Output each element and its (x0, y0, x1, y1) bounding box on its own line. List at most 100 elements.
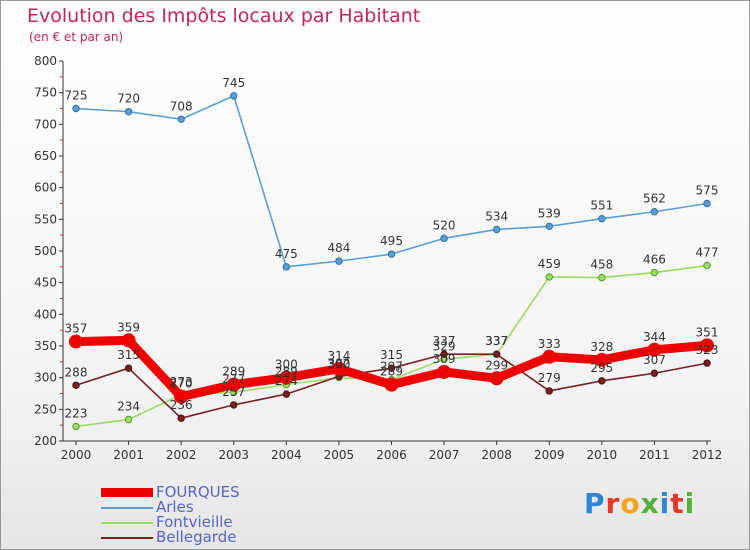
logo-letter: P (584, 487, 606, 520)
data-point-arles (177, 115, 185, 123)
data-label-arles: 745 (222, 76, 245, 90)
data-point-arles (282, 263, 291, 271)
data-label-arles: 551 (590, 199, 613, 213)
data-label-fontvieille: 329 (433, 339, 456, 353)
data-label-fourques: 359 (117, 320, 140, 334)
data-point-arles (545, 222, 553, 231)
proxiti-logo: Proxiti (584, 487, 695, 520)
data-label-arles: 725 (65, 89, 88, 103)
data-label-fontvieille: 289 (275, 365, 298, 379)
data-label-arles: 495 (380, 234, 403, 248)
data-label-bellegarde: 236 (170, 398, 193, 412)
data-point-bellegarde (650, 369, 659, 377)
data-point-arles (650, 208, 659, 216)
data-point-bellegarde (282, 390, 291, 398)
data-point-fourques (542, 349, 557, 364)
logo-letter: r (605, 487, 621, 520)
data-label-fontvieille: 477 (696, 246, 719, 260)
data-point-fourques (331, 361, 346, 376)
data-label-fourques: 299 (485, 358, 508, 372)
y-tick-label: 450 (34, 276, 57, 290)
data-point-bellegarde (72, 381, 80, 389)
x-tick-label: 2012 (692, 448, 723, 462)
data-point-fourques (174, 389, 189, 404)
legend-swatch (101, 488, 153, 497)
data-label-fourques: 344 (643, 330, 666, 344)
data-label-fontvieille: 466 (643, 253, 666, 267)
data-point-bellegarde (545, 387, 553, 395)
legend-swatch (101, 522, 153, 524)
data-label-fourques: 289 (380, 365, 403, 379)
data-point-bellegarde (440, 350, 448, 358)
data-point-bellegarde (124, 364, 133, 372)
y-tick-label: 750 (34, 86, 57, 100)
data-point-bellegarde (230, 401, 238, 409)
data-label-fourques: 357 (65, 322, 88, 336)
data-label-fourques: 333 (538, 337, 561, 351)
x-tick-label: 2011 (639, 448, 670, 462)
y-tick-label: 700 (34, 117, 57, 131)
chart-axes: 200 250 300 350 400 450 500 550 600 650 700 750 800 2… (34, 54, 722, 462)
y-tick-label: 600 (34, 181, 57, 195)
data-label-fourques: 328 (590, 340, 613, 354)
x-tick-label: 2010 (587, 448, 618, 462)
y-tick-label: 800 (34, 54, 57, 68)
data-point-fontvieille (703, 261, 711, 270)
y-tick-label: 400 (34, 307, 57, 321)
data-label-bellegarde: 257 (222, 385, 245, 399)
chart-subtitle: (en € et par an) (29, 30, 124, 44)
data-label-fontvieille: 459 (538, 257, 561, 271)
data-point-arles (335, 257, 343, 265)
x-tick-label: 2001 (113, 448, 144, 462)
data-point-fontvieille (72, 422, 80, 431)
y-tick-label: 300 (34, 371, 57, 385)
data-label-arles: 520 (433, 218, 456, 232)
data-point-fourques (121, 333, 136, 348)
x-tick-label: 2004 (271, 448, 302, 462)
data-point-arles (492, 225, 501, 234)
data-point-fourques (279, 370, 294, 385)
data-label-fourques: 300 (275, 358, 298, 372)
data-point-bellegarde (492, 350, 501, 358)
data-label-bellegarde: 323 (696, 343, 719, 357)
data-point-fourques (69, 334, 83, 349)
logo-letter: o (620, 487, 641, 520)
data-point-arles (387, 250, 396, 258)
data-label-fontvieille: 273 (170, 375, 193, 389)
y-tick-label: 500 (34, 244, 57, 258)
data-point-fourques (647, 342, 662, 357)
data-point-fourques (489, 371, 504, 386)
data-label-bellegarde: 337 (485, 334, 508, 348)
chart-series-lines (69, 92, 714, 431)
data-label-fourques: 270 (170, 377, 193, 391)
y-tick-label: 200 (34, 434, 57, 448)
data-point-bellegarde (177, 414, 185, 422)
data-label-bellegarde: 295 (590, 361, 613, 375)
legend-swatch (101, 537, 153, 539)
data-point-bellegarde (703, 359, 711, 367)
data-label-bellegarde: 288 (65, 365, 88, 379)
x-tick-label: 2003 (218, 448, 249, 462)
data-label-fourques: 314 (327, 349, 350, 363)
chart-title: Evolution des Impôts locaux par Habitant (27, 5, 421, 27)
data-point-fontvieille (124, 415, 133, 424)
y-tick-label: 550 (34, 212, 57, 226)
data-label-bellegarde: 302 (327, 356, 350, 370)
data-label-fontvieille: 277 (222, 372, 245, 386)
y-tick-label: 350 (34, 339, 57, 353)
data-point-arles (598, 215, 606, 223)
data-label-fontvieille: 300 (327, 358, 350, 372)
data-label-arles: 539 (538, 206, 561, 220)
logo-letter: x (640, 487, 660, 520)
data-label-bellegarde: 274 (275, 374, 298, 388)
x-tick-label: 2007 (429, 448, 460, 462)
data-label-bellegarde: 307 (643, 353, 666, 367)
x-tick-label: 2009 (534, 448, 565, 462)
data-point-arles (124, 107, 133, 116)
legend-label: Bellegarde (156, 528, 237, 546)
legend-label: Arles (156, 498, 194, 516)
data-point-fourques (384, 377, 399, 392)
logo-letter: t (670, 487, 685, 520)
data-label-bellegarde: 315 (380, 348, 403, 362)
logo-letter: i (659, 487, 671, 520)
